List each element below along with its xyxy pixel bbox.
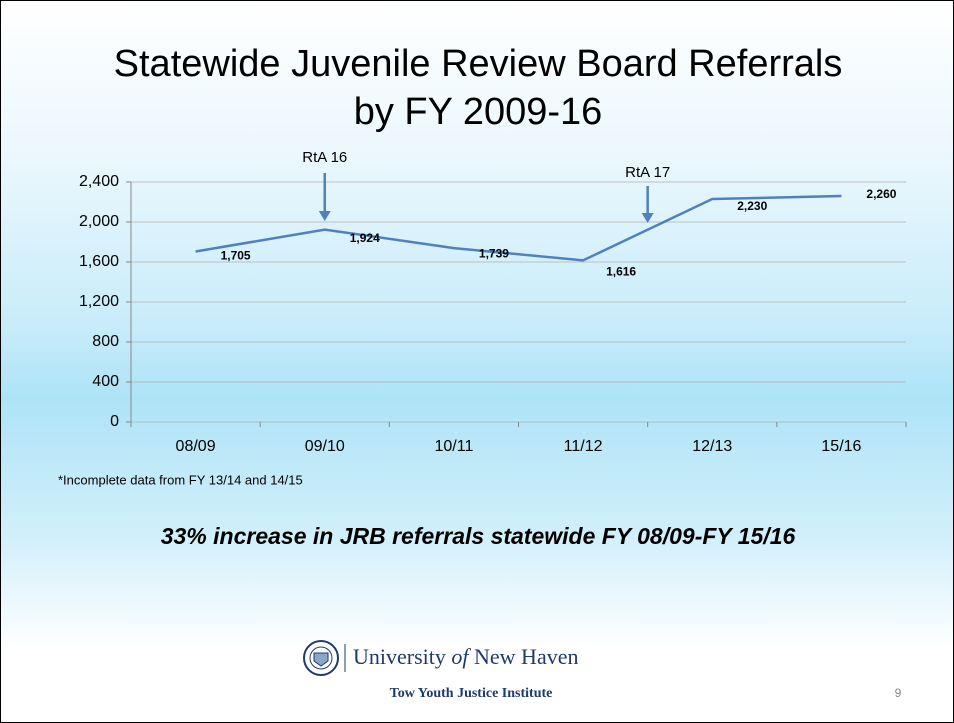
university-part: New Haven [469, 644, 579, 669]
y-tick-label: 1,200 [79, 293, 119, 310]
data-label: 1,705 [221, 249, 251, 263]
data-line [195, 194, 842, 262]
annotation: RtA 16 [302, 149, 347, 166]
data-label: 1,739 [479, 246, 509, 260]
y-tick-label: 2,400 [79, 173, 119, 190]
x-tick-label: 10/11 [434, 438, 473, 455]
x-tick-label: 15/16 [821, 438, 861, 455]
page-number: 9 [895, 686, 902, 700]
x-tick-label: 08/09 [176, 438, 216, 455]
y-tick-label: 400 [92, 373, 119, 390]
data-label: 1,924 [350, 231, 380, 245]
x-tick-label: 12/13 [692, 438, 732, 455]
y-tick-label: 0 [110, 413, 119, 430]
annotation-arrowhead [318, 211, 331, 221]
annotation-arrowhead [641, 213, 654, 223]
data-label: 1,616 [606, 265, 636, 279]
footnote: *Incomplete data from FY 13/14 and 14/15 [58, 472, 303, 487]
university-part: University [353, 644, 451, 669]
y-tick-label: 2,000 [79, 213, 119, 230]
data-label: 2,230 [737, 199, 767, 213]
x-tick-label: 09/10 [305, 438, 345, 455]
university-name: University of New Haven [353, 644, 578, 669]
highlight: 33% increase in JRB referrals statewide … [161, 523, 796, 549]
institute-name: Tow Youth Justice Institute [390, 686, 553, 701]
logo-seal [303, 640, 339, 676]
chart-title: Statewide Juvenile Review Board Referral… [114, 43, 843, 85]
x-tick-label: 11/12 [564, 438, 603, 455]
annotation: RtA 17 [625, 164, 670, 181]
y-tick-label: 1,600 [79, 253, 119, 270]
data-label: 2,260 [866, 187, 896, 201]
chart-title: by FY 2009-16 [354, 91, 603, 133]
university-part: of [451, 644, 471, 669]
y-tick-label: 800 [92, 333, 119, 350]
